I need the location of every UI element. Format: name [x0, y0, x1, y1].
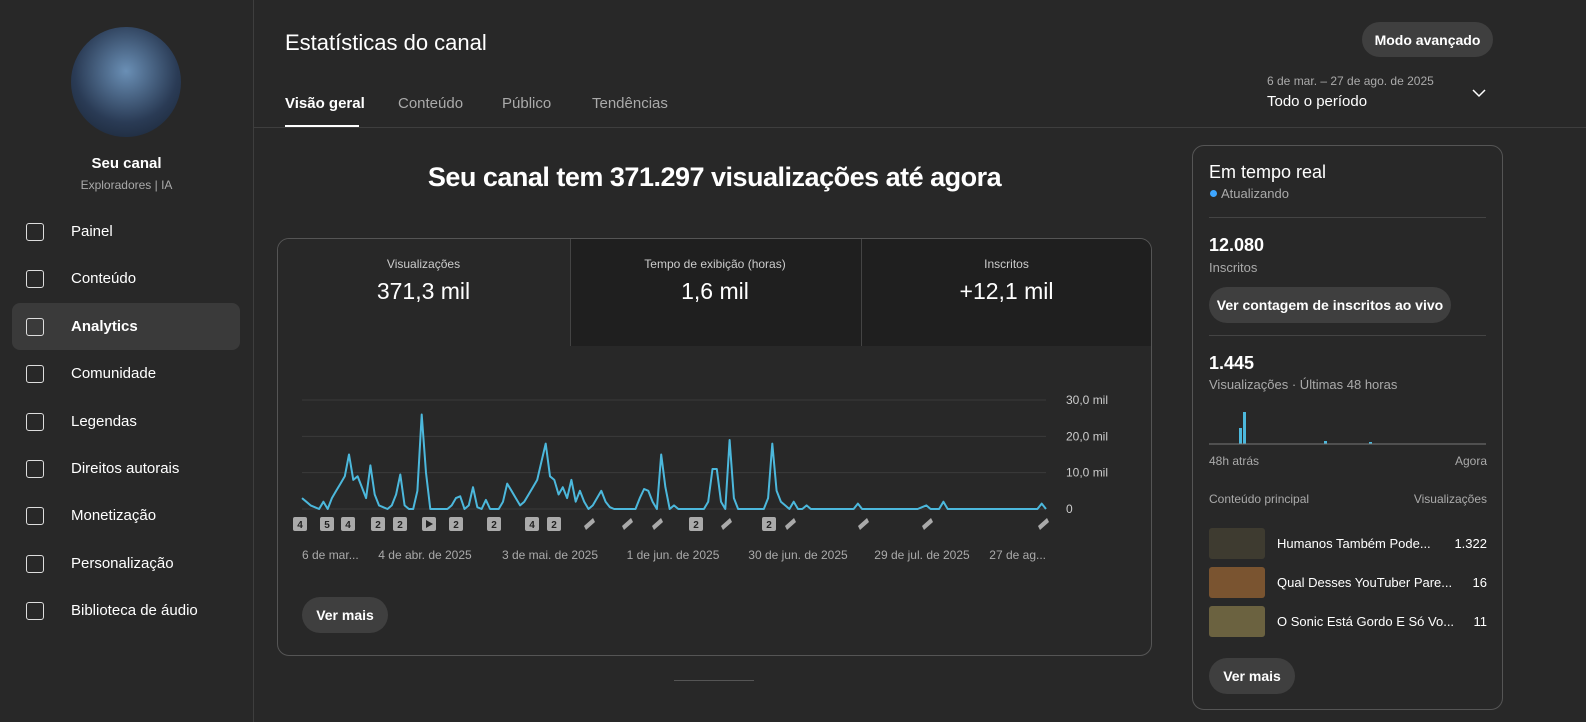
video-views: 1.322: [1454, 536, 1487, 551]
menu-highlight: [12, 302, 240, 350]
top-header: Conteúdo principal: [1209, 492, 1310, 506]
metric-tab[interactable]: [861, 239, 1151, 346]
realtime-title: Em tempo real: [1209, 162, 1327, 182]
date-range: 6 de mar. – 27 de ago. de 2025: [1267, 74, 1434, 88]
tab-underline: [285, 125, 359, 128]
headline: Seu canal tem 371.297 visualizações até …: [427, 162, 1002, 192]
see-more-button[interactable]: Ver mais: [302, 597, 388, 633]
axis-start: 48h atrás: [1209, 454, 1260, 468]
realtime-card: Em tempo real Atualizando 12.080 Inscrit…: [1192, 145, 1503, 710]
tab[interactable]: Visão geral: [285, 95, 365, 112]
metric-tab[interactable]: [569, 239, 862, 346]
video-views: 16: [1472, 575, 1487, 590]
thumbnail[interactable]: [1209, 528, 1265, 559]
menu-icon: [26, 554, 44, 573]
see-more-button[interactable]: Ver mais: [1209, 658, 1295, 694]
menu-icon: [26, 507, 44, 526]
live-count-button[interactable]: Ver contagem de inscritos ao vivo: [1209, 287, 1451, 323]
advanced-button[interactable]: Modo avançado: [1362, 22, 1493, 57]
tab[interactable]: Público: [502, 95, 552, 112]
scroll-hint: [674, 680, 754, 681]
axis-end: Agora: [1454, 454, 1487, 468]
metric-label: Tempo de exibição (horas): [644, 257, 786, 271]
divider: [253, 127, 1586, 128]
views-label: Visualizações · Últimas 48 horas: [1209, 377, 1398, 392]
chart-card: Visualizações 371,3 mil Tempo de exibição …: [277, 238, 1152, 656]
metric-value: 371,3 mil: [376, 278, 471, 304]
dropdown-icon[interactable]: [1470, 86, 1488, 100]
channel-subtitle: Exploradores | IA: [80, 178, 173, 192]
video-title[interactable]: O Sonic Está Gordo E Só Vo...: [1277, 614, 1455, 629]
menu-icon: [26, 602, 44, 621]
menu-icon: [26, 365, 44, 384]
menu-item[interactable]: Comunidade: [71, 365, 157, 383]
menu-item[interactable]: Personalização: [71, 554, 174, 572]
divider: [1209, 335, 1486, 336]
mini-chart: [1209, 412, 1486, 445]
video-title[interactable]: Humanos Também Pode...: [1277, 536, 1431, 551]
status-dot: [1210, 190, 1217, 197]
menu-icon: [26, 460, 44, 478]
page-title: Estatísticas do canal: [285, 30, 487, 55]
realtime-status: Atualizando: [1221, 186, 1289, 201]
divider: [1209, 217, 1486, 218]
metric-tab[interactable]: [278, 239, 569, 346]
subscribers: 12.080: [1209, 235, 1265, 255]
menu-item[interactable]: Direitos autorais: [71, 460, 180, 477]
menu-icon: [26, 223, 44, 241]
top-header: Visualizações: [1413, 492, 1487, 506]
channel-name: Seu canal: [91, 155, 162, 172]
menu-item[interactable]: Analytics: [71, 317, 138, 335]
thumbnail[interactable]: [1209, 606, 1265, 637]
tab[interactable]: Conteúdo: [398, 95, 464, 112]
thumbnail[interactable]: [1209, 567, 1265, 598]
menu-item[interactable]: Painel: [71, 223, 113, 240]
menu-icon: [26, 270, 44, 289]
menu-item[interactable]: Conteúdo: [71, 270, 137, 288]
period[interactable]: Todo o período: [1267, 93, 1368, 110]
video-views: 11: [1473, 614, 1488, 629]
subscribers-label: Inscritos: [1209, 260, 1258, 275]
metric-label: Inscritos: [984, 257, 1029, 271]
views: 1.445: [1209, 353, 1255, 373]
menu-icon: [26, 317, 44, 336]
menu-item[interactable]: Legendas: [71, 412, 137, 430]
metric-value: +12,1 mil: [959, 278, 1054, 304]
avatar[interactable]: [71, 27, 181, 137]
menu-item[interactable]: Biblioteca de áudio: [71, 602, 198, 620]
video-title[interactable]: Qual Desses YouTuber Pare...: [1277, 575, 1453, 590]
metric-label: Visualizações: [386, 257, 461, 271]
menu-item[interactable]: Monetização: [71, 507, 157, 525]
metric-value: 1,6 mil: [681, 278, 749, 304]
sidebar: Seu canal Exploradores | IA Painel Conteú…: [0, 0, 254, 722]
tab[interactable]: Tendências: [592, 95, 668, 112]
menu-icon: [26, 412, 44, 431]
